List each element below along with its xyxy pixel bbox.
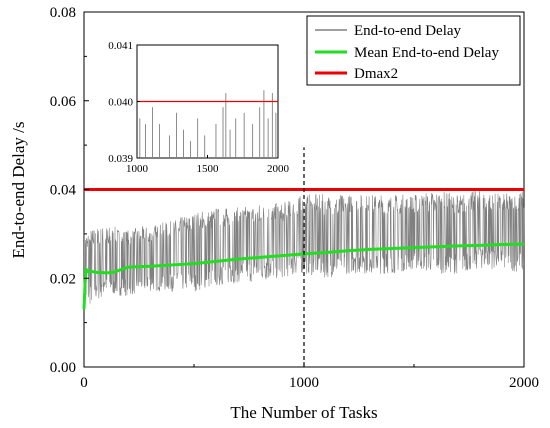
- y-tick-label: 0.02: [50, 271, 76, 287]
- inset-y-tick-label: 0.039: [108, 153, 133, 165]
- y-tick-label: 0.06: [50, 94, 77, 110]
- inset-zoom-plot: 1000 1500 2000 0.039 0.040 0.041: [108, 40, 289, 175]
- inset-spikes: [139, 90, 277, 158]
- x-tick-label: 0: [80, 375, 88, 391]
- y-tick-label: 0.00: [50, 360, 76, 376]
- legend-label-mean: Mean End-to-end Delay: [354, 45, 499, 61]
- inset-y-tick-label: 0.041: [108, 40, 133, 52]
- y-axis-label: End-to-end Delay /s: [9, 122, 28, 259]
- legend: End-to-end Delay Mean End-to-end Delay D…: [306, 15, 521, 86]
- axis-ticks: 0 1000 2000 0.00 0.02 0.04 0.06 0.08: [50, 5, 539, 391]
- y-tick-label: 0.08: [50, 5, 76, 21]
- inset-x-tick-label: 1500: [197, 163, 220, 175]
- inset-ticks: 1000 1500 2000 0.039 0.040 0.041: [108, 40, 289, 175]
- legend-label-delay: End-to-end Delay: [354, 23, 462, 39]
- inset-y-tick-label: 0.040: [108, 97, 133, 109]
- inset-x-tick-label: 2000: [267, 163, 290, 175]
- x-axis-label: The Number of Tasks: [230, 403, 377, 422]
- x-tick-label: 2000: [509, 375, 539, 391]
- inset-x-tick-label: 1000: [126, 163, 149, 175]
- legend-label-dmax: Dmax2: [354, 66, 398, 82]
- x-tick-label: 1000: [289, 375, 319, 391]
- mean-delay-line: [82, 242, 525, 310]
- y-tick-label: 0.04: [50, 183, 77, 199]
